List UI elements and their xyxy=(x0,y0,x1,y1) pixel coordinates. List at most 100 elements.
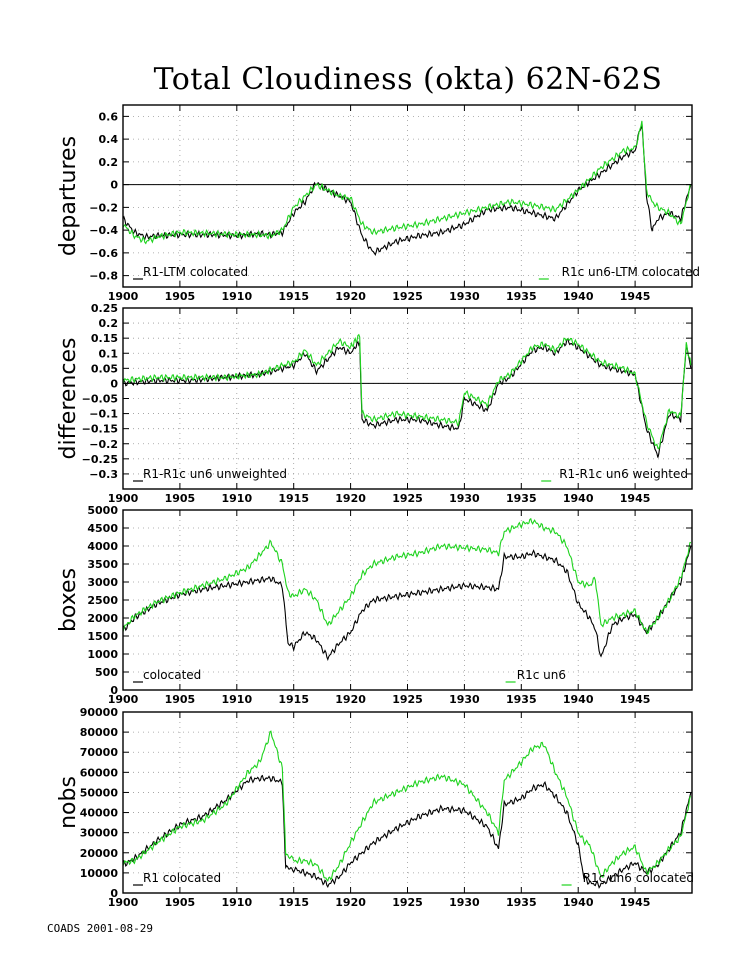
series-line-black xyxy=(122,545,692,661)
x-tick-label: 1930 xyxy=(449,492,480,505)
legend-label-green: R1c un6-LTM colocated xyxy=(562,265,700,279)
x-tick-label: 1910 xyxy=(221,896,252,909)
x-tick-label: 1910 xyxy=(221,290,252,303)
x-tick-label: 1945 xyxy=(620,290,651,303)
x-tick-label: 1940 xyxy=(563,693,594,706)
y-tick-label: 0.15 xyxy=(91,332,118,345)
y-tick-label: −0.1 xyxy=(89,408,118,421)
y-axis-label: boxes xyxy=(56,568,81,632)
legend-label-green: R1c un6 colocated xyxy=(583,871,694,885)
x-tick-label: 1905 xyxy=(165,896,196,909)
y-tick-label: −0.3 xyxy=(89,468,118,481)
panel-boxes: 0 500 1000 1500 2000 2500 3000 3500 4000 4500 5000… xyxy=(56,504,693,706)
x-tick-label: 1900 xyxy=(108,290,139,303)
legend-label-green: R1c un6 xyxy=(517,668,566,682)
y-tick-label: 30000 xyxy=(80,827,119,840)
series-line-green xyxy=(122,730,692,882)
y-axis-label: departures xyxy=(56,136,81,256)
y-tick-label: −0.05 xyxy=(82,393,118,406)
y-axis-label: nobs xyxy=(56,776,81,829)
panel-nobs: 0 10000 20000 30000 40000 50000 60000 70000 8000… xyxy=(56,706,694,909)
y-tick-label: 0.2 xyxy=(99,317,119,330)
x-tick-label: 1900 xyxy=(108,492,139,505)
x-tick-label: 1915 xyxy=(278,290,309,303)
y-tick-label: 500 xyxy=(95,666,118,679)
y-tick-label: 60000 xyxy=(80,766,119,779)
series-line-black xyxy=(122,774,692,889)
y-tick-label: 5000 xyxy=(87,504,118,517)
x-tick-label: 1925 xyxy=(392,896,423,909)
y-tick-label: 0 xyxy=(110,887,118,900)
y-tick-label: 0 xyxy=(110,179,118,192)
panel-departures: −0.8 −0.6 −0.4 −0.2 0 0.2 0.4 0.6 1900 1905 1910 19… xyxy=(56,104,700,303)
y-tick-label: 2000 xyxy=(87,612,118,625)
y-tick-label: 3000 xyxy=(87,576,118,589)
y-tick-label: 40000 xyxy=(80,807,119,820)
y-tick-label: 0.4 xyxy=(99,133,119,146)
x-tick-label: 1925 xyxy=(392,693,423,706)
x-tick-label: 1925 xyxy=(392,492,423,505)
x-tick-label: 1940 xyxy=(563,290,594,303)
series-line-green xyxy=(122,517,692,635)
x-tick-label: 1910 xyxy=(221,693,252,706)
y-tick-label: −0.2 xyxy=(89,438,118,451)
legend-label-green: R1-R1c un6 weighted xyxy=(559,467,688,481)
y-tick-label: 0.1 xyxy=(99,347,119,360)
x-tick-label: 1945 xyxy=(620,896,651,909)
x-tick-label: 1930 xyxy=(449,290,480,303)
x-tick-label: 1905 xyxy=(165,693,196,706)
y-tick-label: 0.05 xyxy=(91,362,118,375)
x-tick-label: 1920 xyxy=(335,896,366,909)
y-tick-label: −0.4 xyxy=(89,224,118,237)
series-line-green xyxy=(122,333,692,450)
panel-differences: −0.3 −0.25 −0.2 −0.15 −0.1 −0.05 0 0.05 0.1 0.15 0… xyxy=(56,302,693,505)
y-tick-label: 70000 xyxy=(80,746,119,759)
y-tick-label: 80000 xyxy=(80,726,119,739)
x-tick-label: 1915 xyxy=(278,492,309,505)
y-tick-label: 50000 xyxy=(80,786,119,799)
y-tick-label: 3500 xyxy=(87,558,118,571)
y-tick-label: 0 xyxy=(110,684,118,697)
legend-label-black: R1 colocated xyxy=(143,871,221,885)
x-tick-label: 1940 xyxy=(563,492,594,505)
y-tick-label: −0.15 xyxy=(82,423,118,436)
x-tick-label: 1905 xyxy=(165,492,196,505)
x-tick-label: 1945 xyxy=(620,693,651,706)
x-tick-label: 1920 xyxy=(335,290,366,303)
y-tick-label: 1000 xyxy=(87,648,118,661)
y-tick-label: −0.6 xyxy=(89,247,118,260)
x-tick-label: 1945 xyxy=(620,492,651,505)
y-tick-label: 0.2 xyxy=(99,156,119,169)
x-tick-label: 1930 xyxy=(449,693,480,706)
y-tick-label: −0.2 xyxy=(89,201,118,214)
x-tick-label: 1910 xyxy=(221,492,252,505)
y-tick-label: 2500 xyxy=(87,594,118,607)
series-line-green xyxy=(122,120,692,245)
y-tick-label: 20000 xyxy=(80,847,119,860)
x-tick-label: 1920 xyxy=(335,492,366,505)
x-tick-label: 1935 xyxy=(506,693,537,706)
x-tick-label: 1915 xyxy=(278,693,309,706)
x-tick-label: 1920 xyxy=(335,693,366,706)
footer-date-stamp: COADS 2001-08-29 xyxy=(47,922,153,935)
y-tick-label: 90000 xyxy=(80,706,119,719)
y-tick-label: 4500 xyxy=(87,522,118,535)
y-tick-label: 0 xyxy=(110,377,118,390)
y-tick-label: 0.25 xyxy=(91,302,118,315)
x-tick-label: 1940 xyxy=(563,896,594,909)
x-tick-label: 1935 xyxy=(506,492,537,505)
legend-label-black: colocated xyxy=(143,668,201,682)
y-tick-label: 1500 xyxy=(87,630,118,643)
x-tick-label: 1905 xyxy=(165,290,196,303)
legend-label-black: R1-LTM colocated xyxy=(143,265,248,279)
x-tick-label: 1915 xyxy=(278,896,309,909)
x-tick-label: 1930 xyxy=(449,896,480,909)
y-tick-label: 10000 xyxy=(80,867,119,880)
y-tick-label: −0.8 xyxy=(89,270,118,283)
x-tick-label: 1900 xyxy=(108,693,139,706)
x-tick-label: 1925 xyxy=(392,290,423,303)
y-tick-label: 4000 xyxy=(87,540,118,553)
y-tick-label: 0.6 xyxy=(99,110,119,123)
legend-label-black: R1-R1c un6 unweighted xyxy=(143,467,287,481)
